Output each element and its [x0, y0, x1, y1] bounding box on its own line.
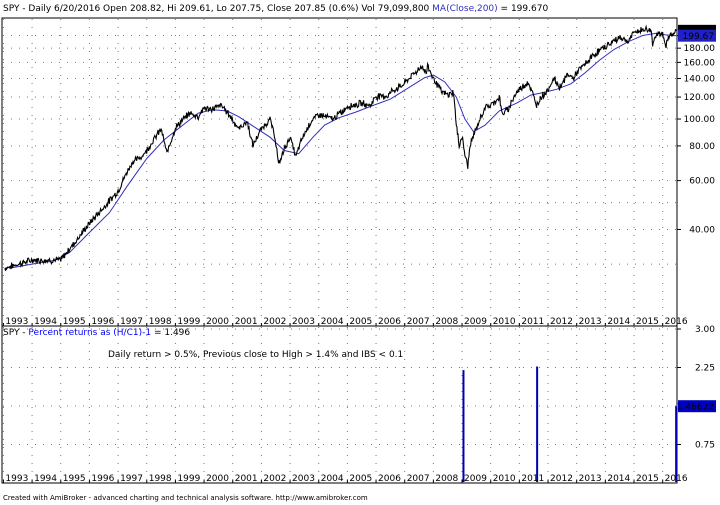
indicator-y-tick-label: 0.75	[695, 441, 715, 451]
x-tick-label: 2002	[263, 317, 286, 327]
ma-last-label: 199.67	[683, 32, 715, 42]
price-x-axis: 1993 1994 1995 1996 1997 1998 1999 2000 2001 2002…	[2, 317, 688, 327]
indicator-panel-header: SPY - Percent returns as (H/C1)-1 = 1.49…	[3, 328, 190, 338]
ma-value: = 199.670	[501, 4, 549, 14]
x-tick-label: 2006	[378, 474, 401, 484]
price-y-tick-label: 180.00	[684, 44, 716, 54]
x-tick-label: 1996	[91, 474, 114, 484]
indicator-last-label: 1.49622	[677, 403, 714, 413]
x-tick-label: 2002	[263, 474, 286, 484]
indicator-x-axis: 1993 1994 1995 1996 1997 1998 1999 2000 2001 2002…	[2, 474, 688, 484]
x-tick-label: 2004	[321, 474, 344, 484]
x-tick-label: 2005	[349, 317, 372, 327]
price-y-tick-label: 60.00	[689, 177, 715, 187]
x-tick-label: 2001	[235, 317, 258, 327]
x-tick-label: 1999	[177, 317, 200, 327]
indicator-panel-frame	[1, 325, 678, 484]
price-panel-frame	[1, 17, 678, 327]
x-tick-label: 2012	[550, 317, 573, 327]
indicator-y-tick-label: 2.25	[695, 364, 715, 374]
x-tick-label: 1994	[34, 317, 57, 327]
x-tick-label: 1996	[91, 317, 114, 327]
indicator-bars	[462, 366, 678, 482]
indicator-label: Percent returns as (H/C1)-1	[28, 328, 151, 338]
x-tick-label: 2013	[579, 317, 602, 327]
price-y-tick-label: 100.00	[684, 115, 716, 125]
x-tick-label: 2012	[550, 474, 573, 484]
x-tick-label: 2003	[292, 317, 315, 327]
x-tick-label: 2006	[378, 317, 401, 327]
ma-last-label-box	[678, 29, 716, 42]
condition-note: Daily return > 0.5%, Previous close to H…	[108, 350, 403, 360]
x-tick-label: 2008	[435, 474, 458, 484]
x-tick-label: 2016	[665, 474, 688, 484]
indicator-y-tick-label: 3.00	[695, 325, 715, 335]
x-tick-label: 2010	[493, 317, 516, 327]
x-tick-label: 2013	[579, 474, 602, 484]
x-tick-label: 2001	[235, 474, 258, 484]
indicator-value: = 1.496	[154, 328, 190, 338]
x-tick-label: 1993	[5, 474, 28, 484]
x-tick-label: 1997	[120, 317, 143, 327]
value-labels: 207.85199.671.49622	[677, 24, 716, 413]
ma200-series	[9, 32, 677, 269]
spy-price-series	[4, 24, 677, 271]
header-prefix: SPY - Daily 6/20/2016 Open 208.82, Hi 20…	[3, 4, 430, 14]
x-tick-label: 2009	[464, 317, 487, 327]
x-tick-label: 2011	[521, 474, 544, 484]
indicator-prefix: SPY -	[3, 328, 28, 338]
x-tick-label: 2015	[636, 317, 659, 327]
x-tick-label: 1995	[63, 317, 86, 327]
price-line	[4, 24, 677, 271]
x-tick-label: 2007	[407, 474, 430, 484]
price-y-axis: 40.00 60.00 80.00 100.00 120.00 140.00 160.00 1…	[677, 31, 715, 235]
x-tick-label: 1993	[5, 317, 28, 327]
x-tick-label: 2000	[206, 317, 229, 327]
x-tick-label: 1998	[149, 317, 172, 327]
footer-credit: Created with AmiBroker - advanced charti…	[3, 494, 368, 502]
x-tick-label: 2000	[206, 474, 229, 484]
price-y-tick-label: 140.00	[684, 74, 716, 84]
indicator-y-axis: 0.75 2.25 3.00	[677, 325, 715, 451]
ma-line	[9, 32, 677, 269]
x-tick-label: 2003	[292, 474, 315, 484]
x-tick-label: 1994	[34, 474, 57, 484]
price-y-tick-label: 80.00	[689, 142, 715, 152]
price-y-tick-label: 120.00	[684, 93, 716, 103]
x-tick-label: 2007	[407, 317, 430, 327]
x-tick-label: 2014	[607, 317, 630, 327]
x-tick-label: 1998	[149, 474, 172, 484]
price-panel-header: SPY - Daily 6/20/2016 Open 208.82, Hi 20…	[3, 4, 548, 14]
grid-layer	[2, 19, 676, 482]
x-tick-label: 2010	[493, 474, 516, 484]
price-y-tick-label: 160.00	[684, 58, 716, 68]
x-tick-label: 2005	[349, 474, 372, 484]
ma-label: MA(Close,200)	[432, 4, 498, 14]
x-tick-label: 2008	[435, 317, 458, 327]
x-tick-label: 2014	[607, 474, 630, 484]
x-tick-label: 2016	[665, 317, 688, 327]
x-tick-label: 2009	[464, 474, 487, 484]
x-tick-label: 2011	[521, 317, 544, 327]
x-tick-label: 2004	[321, 317, 344, 327]
x-tick-label: 1999	[177, 474, 200, 484]
x-tick-label: 1995	[63, 474, 86, 484]
x-tick-label: 2015	[636, 474, 659, 484]
x-tick-label: 1997	[120, 474, 143, 484]
price-y-tick-label: 40.00	[689, 225, 715, 235]
indicator-last-label-box	[678, 400, 716, 413]
